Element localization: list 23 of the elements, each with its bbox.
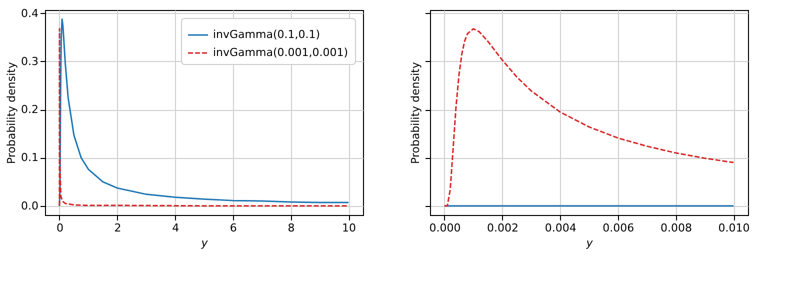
x-tick-label: 0.002 <box>487 222 519 234</box>
y-tick-label: 0.0 <box>21 199 38 212</box>
x-tick-label: 6 <box>230 222 237 234</box>
x-tick-label: 4 <box>172 222 180 234</box>
y-tick-label: 0.2 <box>21 103 38 116</box>
x-tick-label: 0.010 <box>718 222 750 234</box>
legend-label: invGamma(0.001,0.001) <box>213 46 348 59</box>
x-tick-label: 0.004 <box>544 222 576 234</box>
y-tick-label: 0.3 <box>21 54 38 68</box>
y-tick-label: 0.4 <box>21 6 38 20</box>
x-axis-title: y <box>200 236 208 250</box>
y-tick-label: 0.1 <box>21 151 38 164</box>
x-tick-label: 0 <box>56 222 64 234</box>
x-tick-label: 2 <box>114 222 122 234</box>
x-tick-label: 10 <box>342 222 356 234</box>
y-axis-title: Probability density <box>409 62 422 164</box>
x-axis-title: y <box>585 236 594 250</box>
legend-label: invGamma(0.1,0.1) <box>213 28 320 41</box>
x-tick-label: 0.008 <box>660 222 692 234</box>
x-tick-label: 8 <box>288 222 295 234</box>
x-tick-label: 0.000 <box>429 222 461 234</box>
x-tick-label: 0.006 <box>602 222 634 234</box>
y-axis-title: Probability density <box>5 62 18 164</box>
